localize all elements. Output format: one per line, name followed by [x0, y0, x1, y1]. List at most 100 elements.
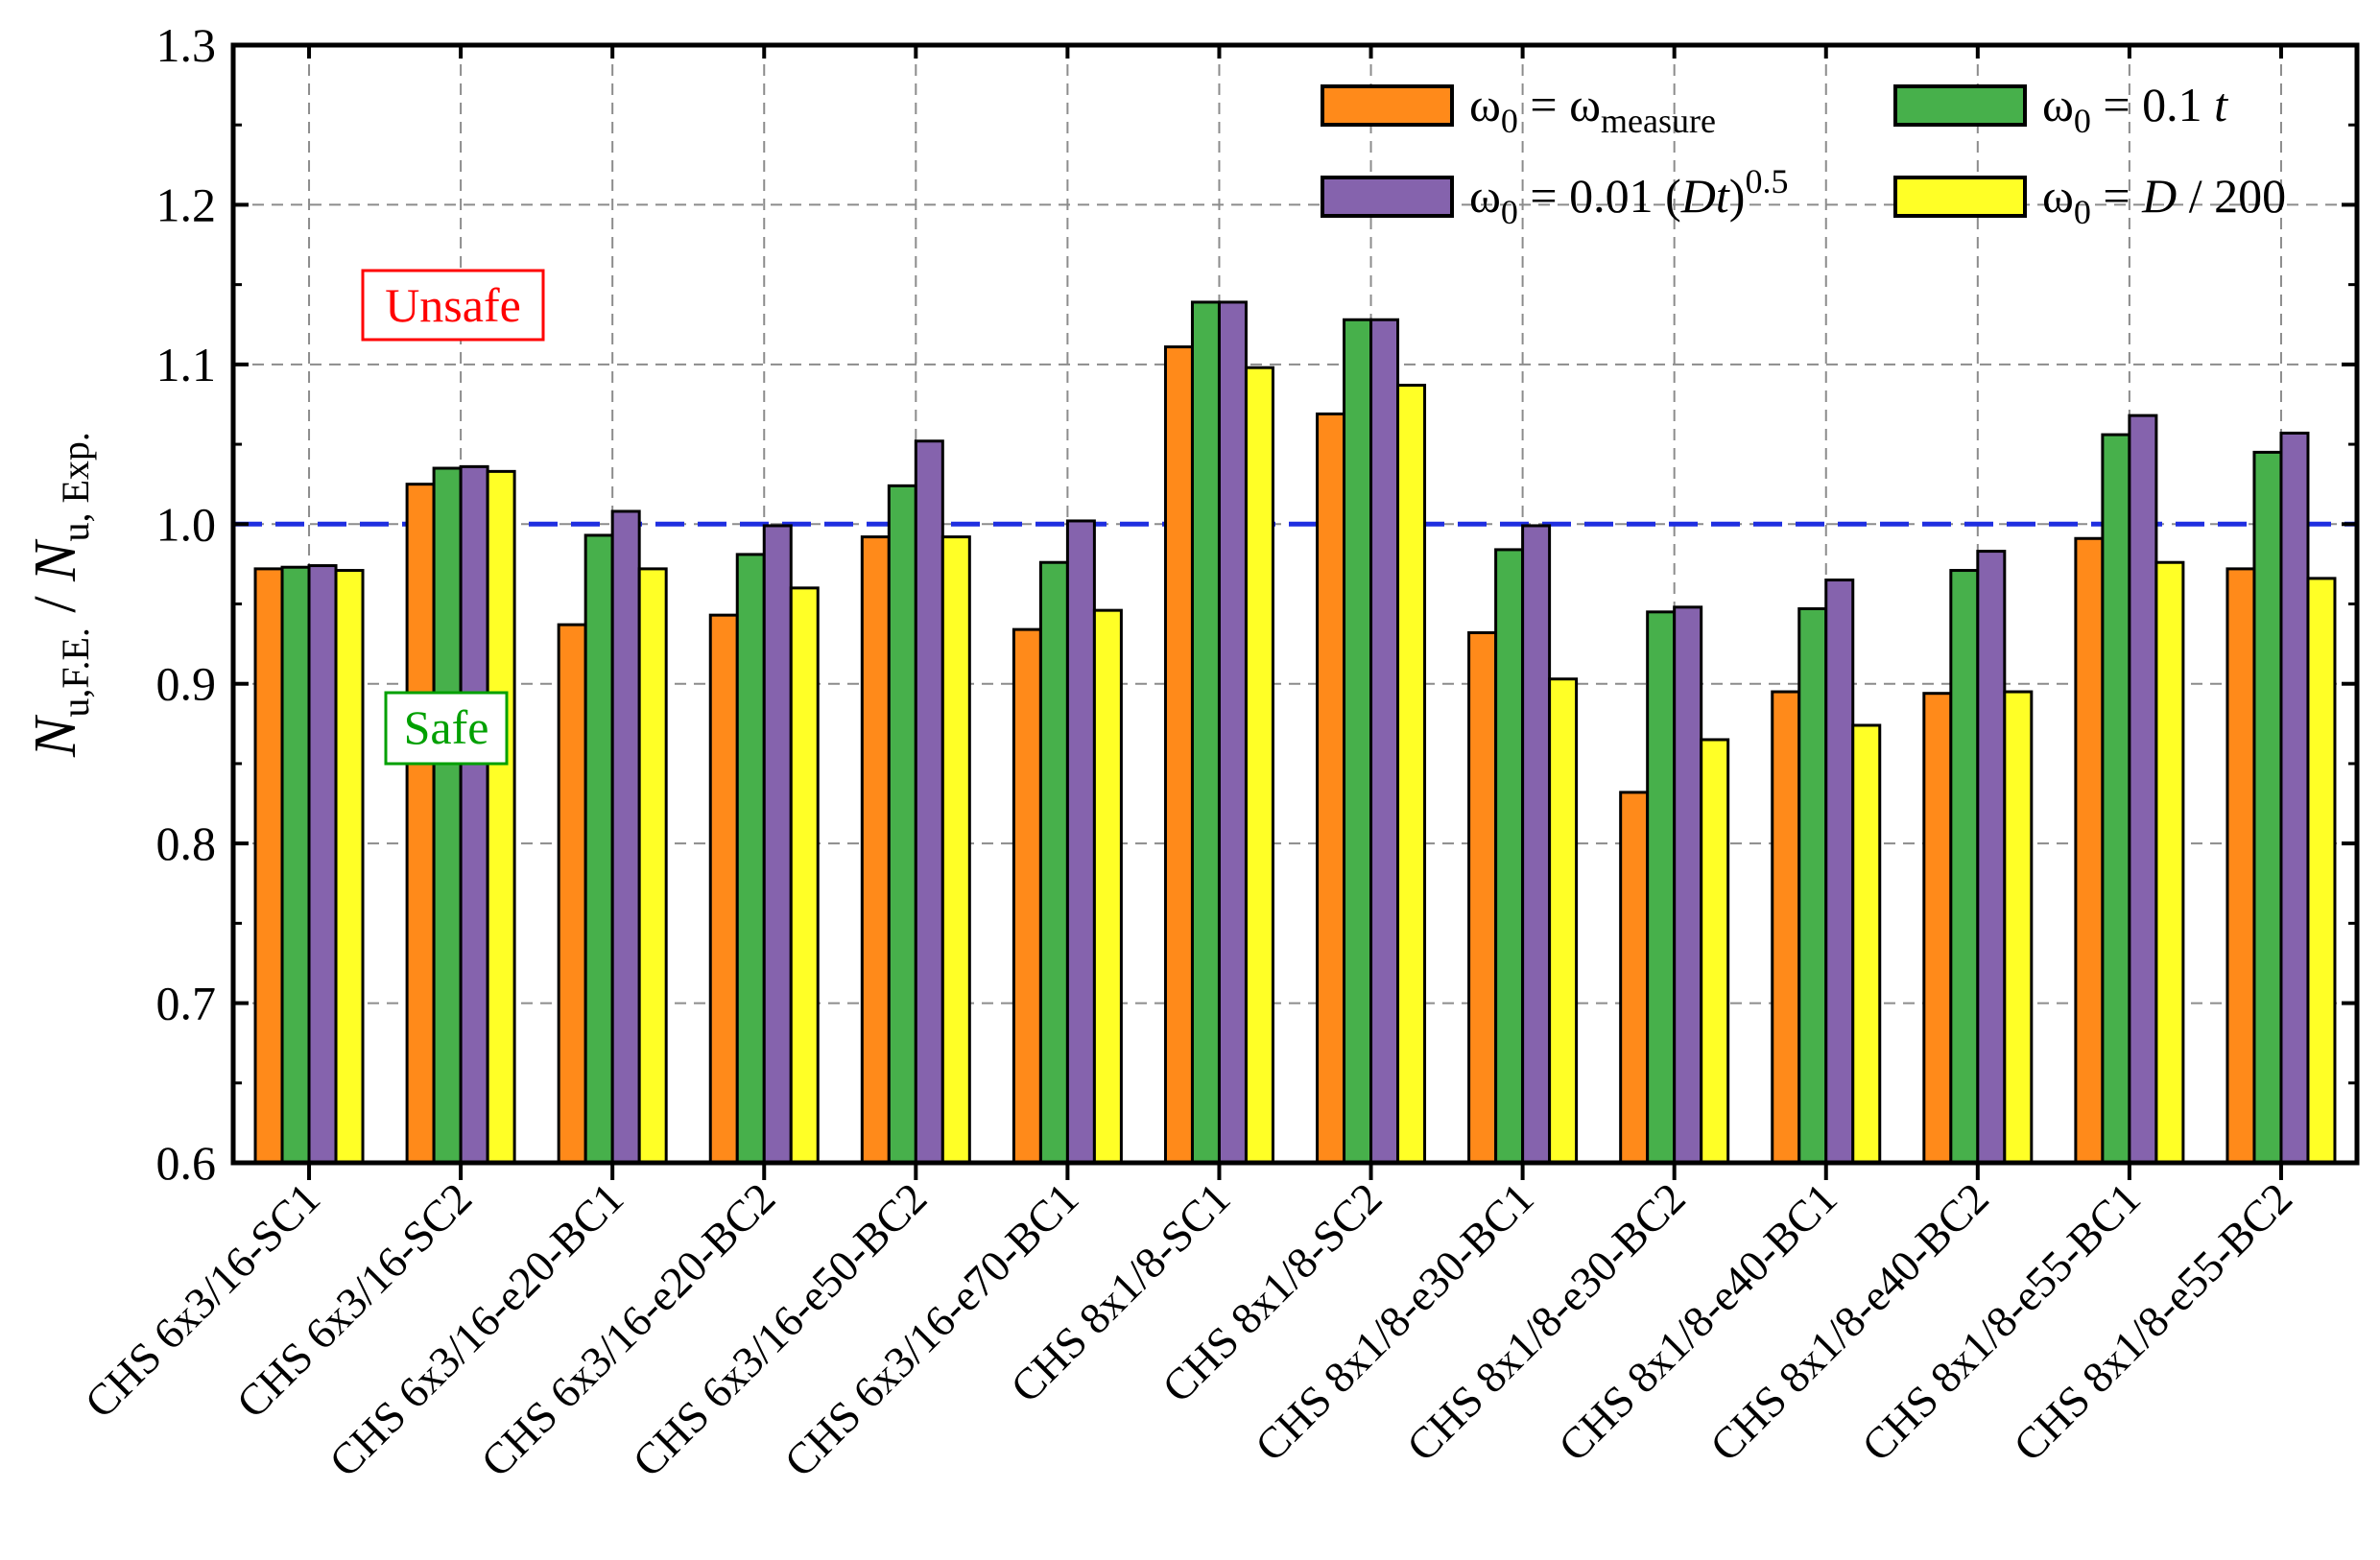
y-tick-label: 0.9: [156, 657, 217, 711]
bar: [459, 464, 489, 1165]
legend-omega: ω: [1469, 169, 1501, 223]
legend-subscript: measure: [1601, 102, 1716, 140]
bar: [735, 553, 766, 1165]
legend-label: ω0 = 0.01 (Dt)0.5​: [1469, 162, 1788, 231]
bar: [557, 623, 587, 1165]
bar: [1548, 677, 1579, 1165]
y-tick-label: 0.7: [156, 977, 217, 1030]
bar: [1976, 550, 2007, 1165]
x-category-label: CHS 6x3/16-e20-BC1: [320, 1173, 632, 1486]
legend-superscript: 0.5: [1745, 162, 1788, 201]
bar: [1673, 605, 1703, 1165]
bar: [2128, 414, 2158, 1165]
plot-frame: [230, 42, 2360, 1166]
bar: [914, 439, 944, 1165]
bar: [1038, 560, 1069, 1165]
legend-swatch: [1321, 176, 1454, 218]
bar: [1316, 412, 1346, 1165]
bar: [1396, 383, 1427, 1165]
bar: [610, 509, 641, 1165]
legend-subscript: 0: [2074, 193, 2091, 231]
x-category-label: CHS 8x1/8-e30-BC2: [1397, 1173, 1695, 1471]
bar: [1369, 318, 1400, 1165]
bar: [2074, 536, 2105, 1165]
bar: [2252, 450, 2283, 1165]
bar: [2279, 431, 2310, 1165]
y-title-sub1: u,F.E.: [54, 627, 97, 717]
unsafe-label: Unsafe: [385, 278, 521, 332]
bar: [1646, 610, 1677, 1165]
legend-equals: =: [2091, 78, 2142, 131]
bar: [307, 564, 338, 1165]
bar: [940, 535, 971, 1165]
legend-text-part: ): [1729, 169, 1746, 223]
legend-label: ω0 = D / 200: [2042, 169, 2286, 231]
bar: [1521, 524, 1552, 1165]
bar: [2306, 577, 2337, 1165]
bar: [1092, 608, 1123, 1165]
bar: [1851, 723, 1882, 1165]
legend-subscript: 0: [1501, 102, 1518, 140]
legend-text-part: ω: [1569, 78, 1601, 131]
legend-text-part: 0.01 (: [1569, 169, 1681, 223]
bar: [1949, 569, 1980, 1165]
bar: [2101, 433, 2131, 1165]
y-title-n2: N: [23, 538, 88, 582]
bar: [2225, 567, 2256, 1165]
legend-omega: ω: [2042, 169, 2074, 223]
bar: [1190, 300, 1221, 1165]
bar: [1467, 630, 1498, 1165]
bar: [1619, 791, 1650, 1165]
legend-italic-text: Dt: [1680, 169, 1730, 223]
legend-text-part: / 200: [2177, 169, 2286, 223]
bar: [860, 535, 891, 1165]
legend-label: ω0 = 0.1 t: [2042, 78, 2228, 140]
bar: [762, 524, 793, 1165]
legend: ω0 = ωmeasure​ω0 = 0.1 tω0 = 0.01 (Dt)0.…: [1321, 78, 2286, 231]
y-title-slash: /: [23, 581, 88, 627]
legend-label: ω0 = ωmeasure​: [1469, 78, 1716, 140]
bar: [1494, 548, 1525, 1165]
annotations: Unsafe Safe: [361, 269, 545, 766]
bar: [280, 565, 311, 1165]
y-tick-label: 1.2: [156, 177, 217, 231]
x-category-label: CHS 6x3/16-e50-BC2: [623, 1173, 936, 1486]
bar: [1771, 690, 1801, 1165]
y-tick-label: 1.3: [156, 18, 217, 72]
legend-italic-text: D: [2141, 169, 2177, 223]
x-category-label: CHS 8x1/8-e55-BC2: [2004, 1173, 2301, 1471]
bars: [253, 300, 2337, 1165]
bar: [887, 484, 917, 1165]
bar: [637, 567, 668, 1165]
legend-equals: =: [1518, 78, 1569, 131]
legend-equals: =: [2091, 169, 2142, 223]
legend-subscript: 0: [2074, 102, 2091, 140]
legend-swatch: [1893, 176, 2027, 218]
bar: [583, 533, 614, 1165]
unsafe-box: [361, 269, 545, 342]
bar: [1065, 519, 1096, 1165]
legend-italic-text: t: [2214, 78, 2228, 131]
bar: [486, 469, 516, 1165]
x-category-label: CHS 8x1/8-e55-BC1: [1852, 1173, 2150, 1471]
y-tick-label: 0.6: [156, 1136, 217, 1190]
x-category-label: CHS 6x3/16-e20-BC2: [471, 1173, 784, 1486]
legend-text-part: 0.1: [2142, 78, 2214, 131]
bar: [1797, 606, 1828, 1165]
y-tick-label: 0.8: [156, 816, 217, 870]
bar: [1922, 692, 1953, 1165]
x-category-label: CHS 8x1/8-e40-BC2: [1701, 1173, 1998, 1471]
safe-box: [384, 691, 509, 766]
bar: [432, 466, 463, 1165]
bar: [1217, 300, 1248, 1165]
legend-subscript: 0: [1501, 193, 1518, 231]
x-category-label: CHS 8x1/8-e30-BC1: [1246, 1173, 1543, 1471]
x-category-label: CHS 6x3/16-e70-BC1: [774, 1173, 1087, 1486]
safe-label: Safe: [404, 700, 489, 754]
bar: [2154, 560, 2185, 1165]
bar: [405, 483, 436, 1165]
bar: [2003, 690, 2034, 1165]
gridlines: [233, 45, 2357, 1163]
legend-swatch: [1893, 84, 2027, 127]
